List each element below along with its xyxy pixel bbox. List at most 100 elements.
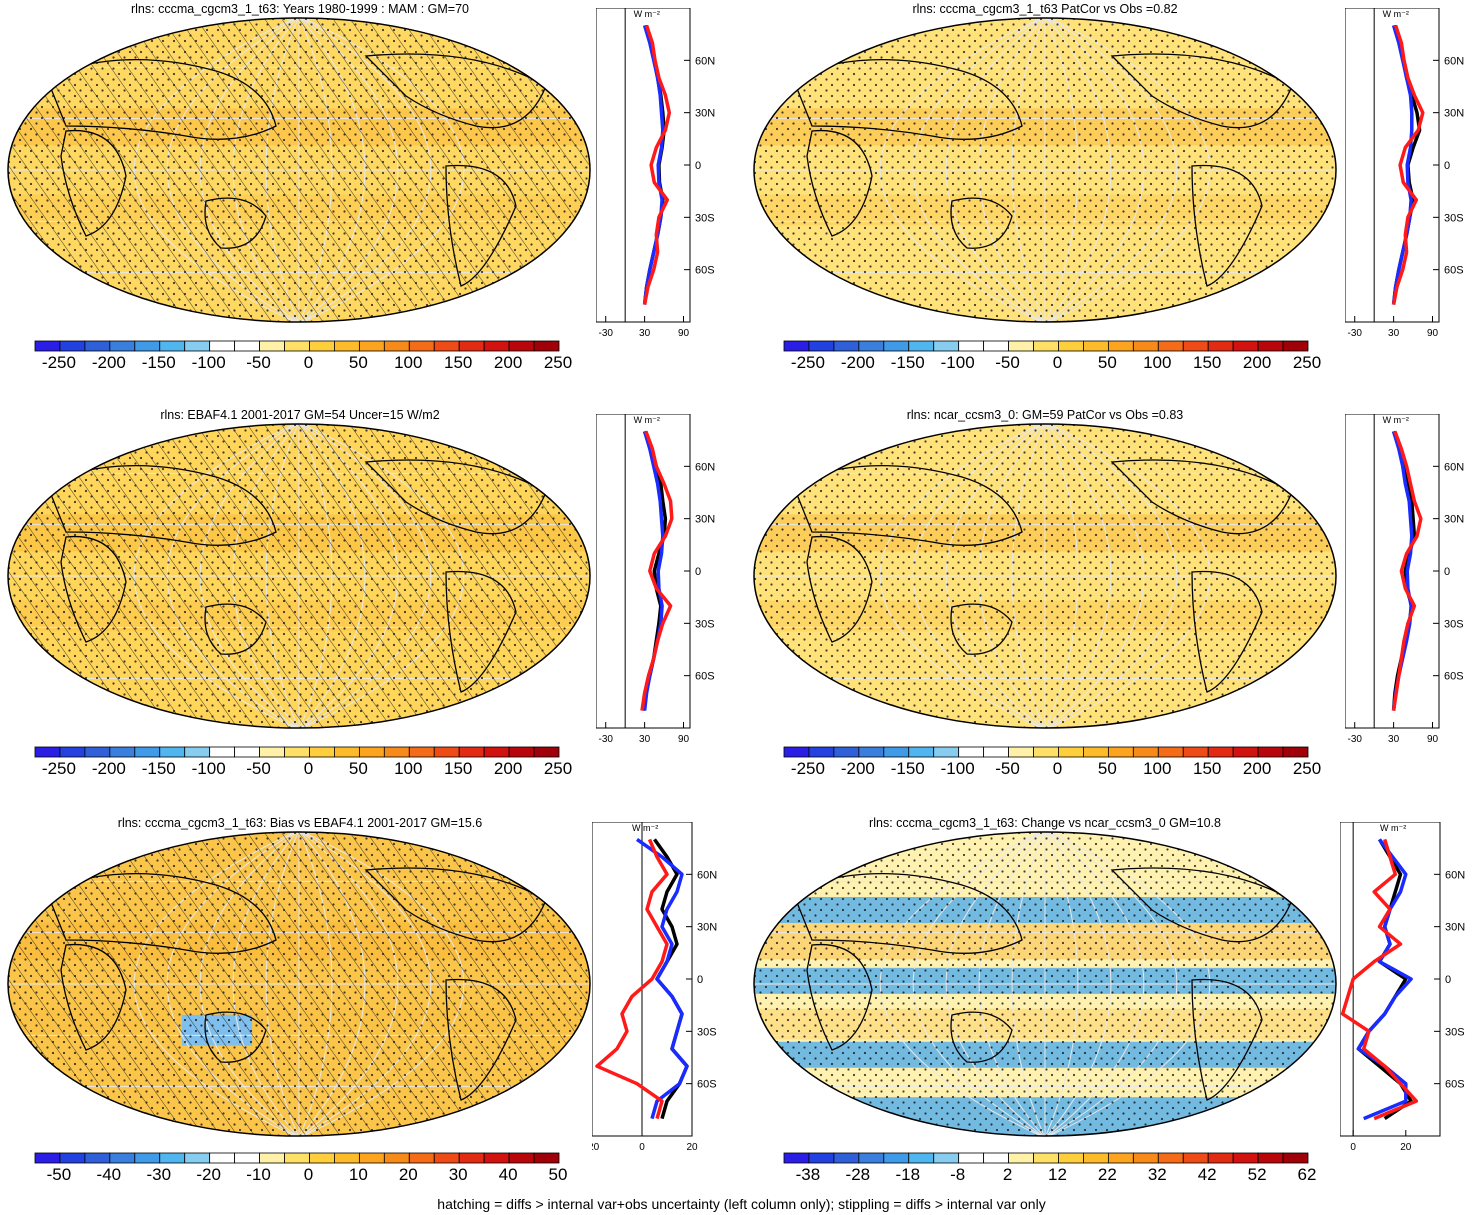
profile-frame <box>596 414 691 729</box>
colorbar-swatch <box>1232 746 1259 758</box>
lat-tick-label: 60N <box>1444 55 1464 67</box>
colorbar-swatch <box>109 746 136 758</box>
colorbar-swatch <box>159 1152 186 1164</box>
colorbar-swatch <box>1033 340 1059 352</box>
colorbar-label: 250 <box>543 759 573 778</box>
colorbar-swatch <box>84 746 111 758</box>
colorbar-swatch <box>433 746 460 758</box>
x-tick-label: 90 <box>1427 734 1439 745</box>
lat-tick-label: 30S <box>695 212 715 224</box>
profile-unit: W m⁻² <box>632 823 658 833</box>
colorbar-label: -18 <box>895 1165 921 1184</box>
colorbar-swatch <box>958 340 985 352</box>
global-map <box>7 17 591 323</box>
chart-title: rlns: cccma_cgcm3_1_t63: Years 1980-1999… <box>130 2 470 16</box>
colorbar <box>783 746 1309 758</box>
x-tick-label: 90 <box>678 328 690 339</box>
colorbar-swatch <box>1033 746 1059 758</box>
colorbar-swatch <box>808 340 835 352</box>
profile-frame <box>596 8 691 323</box>
x-tick-label: -30 <box>1347 328 1362 339</box>
x-tick-label: -20 <box>592 1142 600 1153</box>
colorbar-swatch <box>483 746 510 758</box>
stippling <box>754 18 1336 322</box>
colorbar-swatch <box>184 340 211 352</box>
colorbar-label: -150 <box>890 353 925 372</box>
colorbar-label: 10 <box>348 1165 368 1184</box>
colorbar-swatch <box>1008 746 1034 758</box>
colorbar-swatch <box>284 746 310 758</box>
colorbar-label: 32 <box>1147 1165 1167 1184</box>
x-tick-label: 30 <box>1388 734 1400 745</box>
colorbar-swatch <box>234 746 260 758</box>
colorbar-label: 30 <box>448 1165 468 1184</box>
lat-tick-label: 0 <box>1444 566 1450 578</box>
colorbar-swatch <box>1083 340 1109 352</box>
lat-tick-label: 60S <box>1444 265 1464 277</box>
profile-unit: W m⁻² <box>634 415 660 425</box>
zonal-profile: W m⁻² 0 20 60N 30N 0 30S 60S <box>1340 822 1465 1153</box>
colorbar-swatch <box>833 340 860 352</box>
colorbar-label: 52 <box>1247 1165 1267 1184</box>
lat-tick-label: 60N <box>695 461 715 473</box>
colorbar-label: 20 <box>398 1165 418 1184</box>
lat-tick-label: 30S <box>1444 212 1464 224</box>
colorbar-swatch <box>808 746 835 758</box>
colorbar-swatch <box>1282 340 1309 352</box>
colorbar-swatch <box>958 1152 985 1164</box>
profile-unit: W m⁻² <box>1383 415 1409 425</box>
colorbar-swatch <box>84 340 111 352</box>
colorbar <box>34 746 560 758</box>
lat-tick-label: 60N <box>697 869 717 881</box>
colorbar-labels: -38 -28 -18 -8 2 12 22 32 42 52 62 <box>783 1165 1317 1185</box>
colorbar-swatch <box>59 746 86 758</box>
global-map <box>753 831 1337 1137</box>
colorbar-swatch <box>833 1152 860 1164</box>
profile-series-line <box>1391 430 1423 711</box>
colorbar-label: 200 <box>493 353 523 372</box>
colorbar-swatch <box>259 746 285 758</box>
chart-title: rlns: cccma_cgcm3_1_t63: Change vs ncar_… <box>869 816 1221 830</box>
colorbar-swatch <box>958 746 985 758</box>
colorbar-labels: -250 -200 -150 -100 -50 0 50 100 150 200 250 <box>783 759 1321 779</box>
colorbar-swatch <box>284 340 310 352</box>
colorbar-swatch <box>408 1152 435 1164</box>
colorbar-swatch <box>358 746 385 758</box>
colorbar-label: 0 <box>303 353 314 372</box>
colorbar-swatch <box>159 340 186 352</box>
profile-unit: W m⁻² <box>1380 823 1406 833</box>
profile-series-line <box>642 24 672 305</box>
colorbar-swatch <box>59 1152 86 1164</box>
colorbar-swatch <box>134 340 161 352</box>
colorbar-swatch <box>458 340 485 352</box>
colorbar-label: 0 <box>303 759 314 778</box>
lat-tick-label: 60N <box>695 55 715 67</box>
profile-frame <box>1345 414 1440 729</box>
colorbar-label: 250 <box>1292 759 1322 778</box>
global-map <box>7 831 591 1137</box>
colorbar-swatch <box>1083 1152 1109 1164</box>
colorbar-swatch <box>383 1152 410 1164</box>
map-border <box>753 17 1337 323</box>
colorbar-label: 0 <box>1052 353 1063 372</box>
lat-tick-label: 60S <box>1444 671 1464 683</box>
colorbar-label: -200 <box>840 759 875 778</box>
colorbar-swatch <box>358 340 385 352</box>
colorbar-label: 40 <box>498 1165 518 1184</box>
colorbar-swatch <box>933 746 960 758</box>
colorbar-swatch <box>1257 1152 1284 1164</box>
colorbar-swatch <box>1107 1152 1134 1164</box>
colorbar-label: 100 <box>394 353 423 372</box>
hatching <box>8 424 590 728</box>
colorbar-label: -50 <box>246 759 271 778</box>
colorbar-swatch <box>1182 340 1209 352</box>
lat-tick-label: 0 <box>697 974 703 986</box>
x-tick-label: -30 <box>1347 734 1362 745</box>
x-tick-label: 20 <box>1400 1142 1412 1153</box>
colorbar-swatch <box>59 340 86 352</box>
colorbar-swatch <box>1282 1152 1309 1164</box>
colorbar-label: 200 <box>493 759 523 778</box>
colorbar-label: -50 <box>995 353 1020 372</box>
colorbar-swatch <box>309 1152 335 1164</box>
chart-title: rlns: cccma_cgcm3_1_t63 PatCor vs Obs =0… <box>912 2 1178 16</box>
